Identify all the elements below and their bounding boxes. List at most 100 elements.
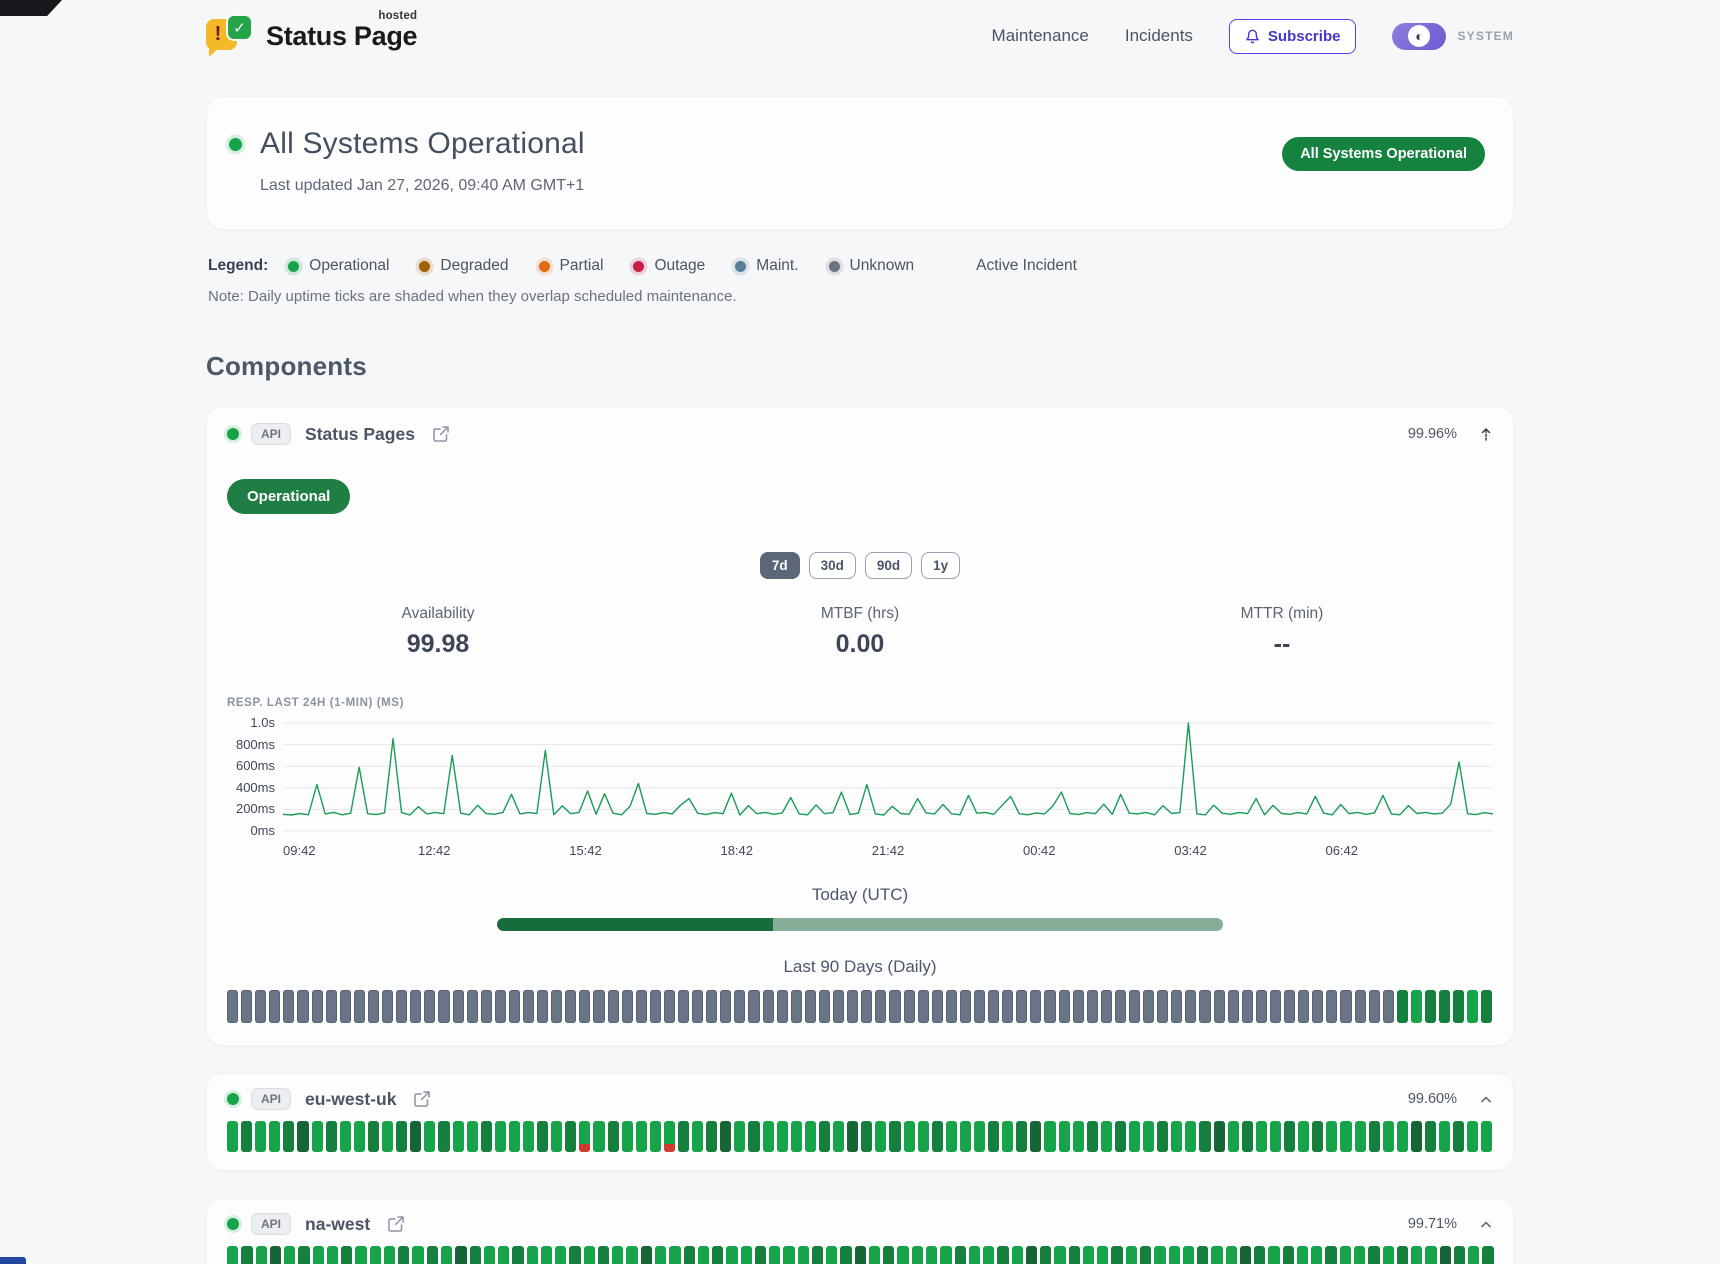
uptime-tick[interactable]: [861, 1121, 873, 1152]
uptime-tick[interactable]: [692, 990, 704, 1023]
uptime-tick[interactable]: [537, 990, 549, 1023]
uptime-tick[interactable]: [452, 1121, 464, 1152]
uptime-tick[interactable]: [1340, 1121, 1352, 1152]
uptime-tick[interactable]: [341, 1246, 353, 1264]
uptime-tick[interactable]: [1340, 990, 1352, 1023]
uptime-tick[interactable]: [512, 1246, 524, 1264]
uptime-tick[interactable]: [555, 1246, 567, 1264]
uptime-tick[interactable]: [748, 990, 760, 1023]
uptime-tick[interactable]: [621, 990, 633, 1023]
uptime-tick[interactable]: [1296, 1246, 1309, 1264]
uptime-tick[interactable]: [1241, 990, 1253, 1023]
uptime-tick[interactable]: [678, 1121, 690, 1152]
uptime-tick[interactable]: [804, 990, 816, 1023]
uptime-tick[interactable]: [565, 990, 577, 1023]
uptime-tick[interactable]: [508, 990, 520, 1023]
uptime-tick[interactable]: [1453, 990, 1465, 1023]
uptime-tick[interactable]: [692, 1121, 704, 1152]
uptime-tick[interactable]: [754, 1246, 767, 1264]
uptime-tick[interactable]: [804, 1121, 816, 1152]
uptime-tick[interactable]: [311, 1121, 323, 1152]
uptime-tick[interactable]: [917, 1121, 929, 1152]
uptime-tick[interactable]: [1282, 1246, 1294, 1264]
uptime-tick[interactable]: [762, 1121, 774, 1152]
collapse-arrow-icon[interactable]: [1479, 426, 1493, 442]
uptime-tick[interactable]: [1396, 1121, 1408, 1152]
external-link-icon[interactable]: [388, 1216, 404, 1232]
uptime-tick[interactable]: [607, 1121, 619, 1152]
uptime-tick[interactable]: [683, 1246, 695, 1264]
uptime-tick[interactable]: [1011, 1246, 1023, 1264]
uptime-tick[interactable]: [1255, 1121, 1267, 1152]
uptime-tick[interactable]: [1481, 1121, 1493, 1152]
uptime-tick[interactable]: [579, 990, 591, 1023]
uptime-tick[interactable]: [959, 990, 971, 1023]
uptime-tick[interactable]: [269, 1246, 282, 1264]
uptime-tick[interactable]: [284, 1246, 296, 1264]
uptime-tick[interactable]: [940, 1246, 952, 1264]
uptime-tick[interactable]: [1325, 1246, 1337, 1264]
uptime-tick[interactable]: [811, 1246, 824, 1264]
uptime-tick[interactable]: [612, 1246, 624, 1264]
uptime-tick[interactable]: [269, 1121, 281, 1152]
uptime-tick[interactable]: [1298, 1121, 1310, 1152]
uptime-tick[interactable]: [1312, 990, 1324, 1023]
uptime-tick[interactable]: [1424, 990, 1437, 1023]
range-button-7d[interactable]: 7d: [759, 552, 800, 579]
uptime-tick[interactable]: [875, 1121, 887, 1152]
uptime-tick[interactable]: [1030, 990, 1042, 1023]
uptime-tick[interactable]: [1439, 990, 1451, 1023]
uptime-tick[interactable]: [1213, 1121, 1225, 1152]
uptime-tick[interactable]: [1482, 1246, 1494, 1264]
uptime-tick[interactable]: [748, 1121, 760, 1152]
uptime-tick[interactable]: [790, 990, 802, 1023]
uptime-tick[interactable]: [903, 1121, 915, 1152]
uptime-tick[interactable]: [720, 1121, 732, 1152]
uptime-tick[interactable]: [1199, 1121, 1211, 1152]
uptime-tick[interactable]: [669, 1246, 681, 1264]
uptime-tick[interactable]: [712, 1246, 724, 1264]
uptime-tick[interactable]: [1168, 1246, 1180, 1264]
uptime-tick[interactable]: [833, 1121, 845, 1152]
uptime-tick[interactable]: [339, 990, 351, 1023]
uptime-tick[interactable]: [1082, 1246, 1095, 1264]
uptime-tick[interactable]: [593, 1121, 605, 1152]
uptime-tick[interactable]: [1425, 1246, 1437, 1264]
uptime-tick[interactable]: [579, 1121, 591, 1152]
uptime-tick[interactable]: [726, 1246, 738, 1264]
uptime-tick[interactable]: [1396, 990, 1408, 1023]
uptime-tick[interactable]: [1382, 1246, 1394, 1264]
uptime-tick[interactable]: [1058, 990, 1070, 1023]
uptime-tick[interactable]: [889, 990, 901, 1023]
uptime-tick[interactable]: [1002, 1121, 1014, 1152]
subscribe-button[interactable]: Subscribe: [1228, 18, 1357, 54]
uptime-tick[interactable]: [1182, 1246, 1195, 1264]
uptime-tick[interactable]: [997, 1246, 1009, 1264]
uptime-tick[interactable]: [1410, 1121, 1422, 1152]
uptime-tick[interactable]: [466, 1121, 478, 1152]
uptime-tick[interactable]: [1239, 1246, 1252, 1264]
uptime-tick[interactable]: [1311, 1246, 1323, 1264]
uptime-tick[interactable]: [297, 1121, 309, 1152]
uptime-tick[interactable]: [480, 1121, 492, 1152]
uptime-tick[interactable]: [1100, 990, 1112, 1023]
uptime-tick[interactable]: [1298, 990, 1310, 1023]
uptime-tick[interactable]: [954, 1246, 966, 1264]
uptime-tick[interactable]: [480, 990, 492, 1023]
uptime-tick[interactable]: [367, 1121, 380, 1152]
uptime-tick[interactable]: [1154, 1246, 1166, 1264]
uptime-tick[interactable]: [833, 990, 845, 1023]
uptime-tick[interactable]: [1396, 1246, 1409, 1264]
uptime-tick[interactable]: [494, 990, 506, 1023]
uptime-tick[interactable]: [241, 990, 253, 1023]
uptime-tick[interactable]: [1453, 1246, 1466, 1264]
uptime-tick[interactable]: [1227, 1121, 1239, 1152]
uptime-tick[interactable]: [540, 1246, 553, 1264]
uptime-tick[interactable]: [1227, 990, 1239, 1023]
uptime-tick[interactable]: [298, 1246, 310, 1264]
uptime-tick[interactable]: [1368, 1121, 1380, 1152]
uptime-tick[interactable]: [551, 1121, 563, 1152]
uptime-tick[interactable]: [1269, 990, 1282, 1023]
uptime-tick[interactable]: [1312, 1121, 1324, 1152]
uptime-tick[interactable]: [1211, 1246, 1223, 1264]
